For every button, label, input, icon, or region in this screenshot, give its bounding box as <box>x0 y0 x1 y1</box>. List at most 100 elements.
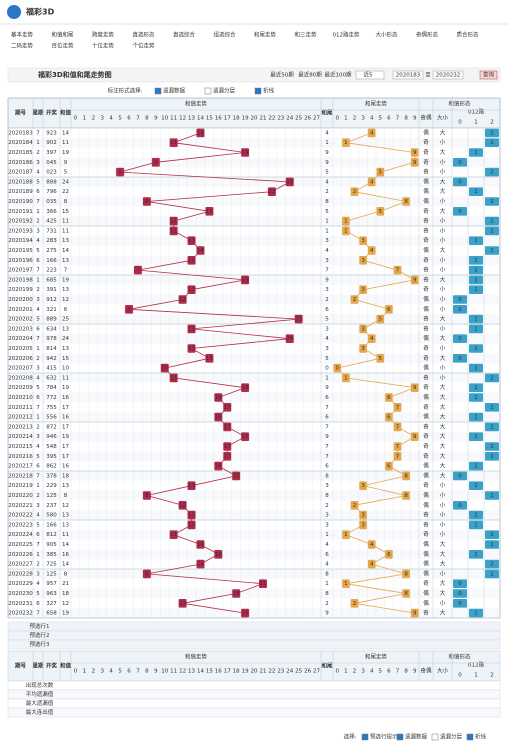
nav-link[interactable]: 012路走势 <box>333 31 360 39</box>
tail-mark-label: 9 <box>413 150 417 156</box>
checkbox[interactable] <box>431 733 439 741</box>
nav-link[interactable]: 基本走势 <box>11 31 34 39</box>
select-box[interactable] <box>355 70 385 80</box>
logo: 福彩3D <box>25 7 55 17</box>
issue: 2020222 <box>8 513 33 519</box>
tail-mark-label: 5 <box>379 209 383 215</box>
recent-link[interactable]: 最近100期 <box>325 71 352 79</box>
sum-mark-label: 11 <box>170 140 177 146</box>
sum: 7 <box>64 268 68 274</box>
big-small: 大 <box>440 148 446 156</box>
recent-link[interactable]: 最近80期 <box>298 71 322 79</box>
nav-link[interactable]: 跨度走势 <box>92 31 115 39</box>
odd-even: 偶 <box>423 471 429 479</box>
big-small: 小 <box>440 256 446 264</box>
tail-col: 1 <box>344 669 348 675</box>
nav-link[interactable]: 百位走势 <box>51 42 74 50</box>
row-bg <box>8 333 500 344</box>
nav-link[interactable]: 十位走势 <box>92 42 115 50</box>
sum-col: 21 <box>259 116 266 122</box>
sum-mark <box>134 265 142 275</box>
nav-link[interactable]: 个位走势 <box>132 42 155 50</box>
sum-mark-label: 17 <box>224 424 231 430</box>
week: 4 <box>36 444 40 450</box>
nav-link[interactable]: 二码走势 <box>11 42 34 50</box>
road-col: 2 <box>490 673 494 679</box>
tail: 5 <box>325 356 329 362</box>
from: 2020183 <box>396 73 421 79</box>
nav-link[interactable]: 和三走势 <box>294 31 317 39</box>
sum: 13 <box>62 346 69 352</box>
tail-mark <box>342 373 350 383</box>
tail-mark <box>359 481 367 490</box>
nav-link[interactable]: 奇偶形态 <box>416 31 439 39</box>
to-input[interactable] <box>432 70 464 80</box>
row-bg <box>8 353 500 364</box>
sum-mark-label: 11 <box>170 228 177 234</box>
issue: 2020207 <box>8 366 33 372</box>
tail: 7 <box>325 268 329 274</box>
road-mark <box>453 354 467 363</box>
road-mark <box>485 530 499 539</box>
tail-col: 5 <box>379 116 383 122</box>
nav-link[interactable]: 大小形态 <box>375 31 398 39</box>
road-label: 0 <box>458 601 462 607</box>
road-mark <box>469 344 483 353</box>
tail-mark <box>342 579 350 588</box>
number: 166 <box>46 258 57 264</box>
sum-mark <box>285 334 294 343</box>
checkbox[interactable] <box>466 733 474 741</box>
nav-link[interactable]: 直选综合 <box>173 31 196 39</box>
road-mark <box>485 226 499 236</box>
header: 期号 <box>15 109 27 117</box>
road-col: 2 <box>490 120 494 126</box>
tail-mark-label: 1 <box>344 375 348 381</box>
sum-trend <box>173 142 246 153</box>
road-label: 2 <box>490 375 494 381</box>
tail-mark-label: 4 <box>370 179 374 185</box>
nav-link[interactable]: 和值和尾 <box>51 31 74 39</box>
sum-trend <box>146 495 183 506</box>
checkbox[interactable] <box>396 733 404 741</box>
road-label: 0 <box>458 356 462 362</box>
nav-link[interactable]: 组选综合 <box>213 31 236 39</box>
to: 2020232 <box>436 73 461 79</box>
nav-link[interactable]: 直选形态 <box>132 31 155 39</box>
nav-link[interactable]: 和尾走势 <box>254 31 277 39</box>
nav-link[interactable]: 质合形态 <box>456 31 479 39</box>
odd-even: 偶 <box>423 187 429 195</box>
road-mark <box>485 491 499 500</box>
big-small: 小 <box>440 168 446 176</box>
footer-option: 遗漏数据 <box>405 733 428 741</box>
week: 5 <box>36 317 40 323</box>
tail-col: 4 <box>370 116 374 122</box>
tail-mark <box>359 510 367 520</box>
road-label: 1 <box>474 238 478 244</box>
checkbox[interactable] <box>204 87 212 95</box>
sum-mark <box>187 236 196 245</box>
recent-link[interactable]: 最近50期 <box>270 71 294 79</box>
checkbox[interactable] <box>361 733 369 741</box>
checkbox[interactable] <box>154 87 162 95</box>
big-small: 大 <box>440 452 446 460</box>
sum-col: 6 <box>127 116 131 122</box>
checkbox[interactable] <box>254 87 262 95</box>
sum-mark <box>223 452 232 461</box>
sum-trend <box>137 269 246 281</box>
road-label: 2 <box>490 571 494 577</box>
odd-even: 奇 <box>423 344 429 352</box>
sum-mark <box>196 559 205 569</box>
row-bg <box>8 588 500 599</box>
sum-col: 5 <box>118 669 122 675</box>
tail-mark-label: 9 <box>413 160 417 166</box>
row-bg <box>8 402 500 413</box>
road-label: 1 <box>474 346 478 352</box>
week: 6 <box>36 189 40 195</box>
big-small: 大 <box>440 354 446 362</box>
sum-mark-label: 25 <box>295 317 302 323</box>
row-bg <box>8 314 500 324</box>
row-bg <box>8 275 500 285</box>
query-btn[interactable] <box>479 70 498 80</box>
from-input[interactable] <box>392 70 424 80</box>
group-header: 和值形态 <box>448 100 471 108</box>
